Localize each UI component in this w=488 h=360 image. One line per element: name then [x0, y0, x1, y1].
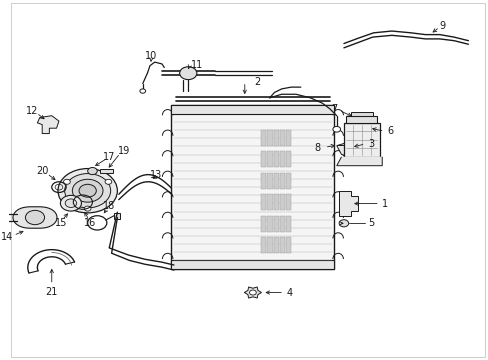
Polygon shape [336, 157, 382, 166]
Bar [267, 216, 272, 232]
Bar [171, 260, 334, 269]
Bar [261, 194, 266, 210]
Circle shape [65, 199, 77, 207]
Bar [273, 194, 278, 210]
Text: 6: 6 [386, 126, 392, 136]
Text: 13: 13 [149, 170, 162, 180]
Circle shape [79, 184, 96, 197]
Bar [273, 216, 278, 232]
Bar [279, 173, 285, 189]
Text: 1: 1 [382, 199, 387, 208]
Circle shape [179, 67, 197, 80]
Bar [279, 194, 285, 210]
Text: 10: 10 [145, 51, 157, 61]
Polygon shape [37, 116, 59, 134]
Bar [273, 130, 278, 146]
Text: 19: 19 [117, 147, 129, 157]
Bar [285, 130, 291, 146]
Polygon shape [244, 287, 261, 298]
Bar [171, 105, 334, 269]
Text: 8: 8 [314, 143, 320, 153]
Circle shape [25, 210, 44, 225]
Bar [343, 123, 379, 157]
Circle shape [63, 179, 70, 184]
Text: 21: 21 [45, 287, 58, 297]
Text: 15: 15 [55, 218, 67, 228]
Polygon shape [339, 191, 358, 216]
Bar [267, 130, 272, 146]
Bar [267, 173, 272, 189]
Bar [261, 216, 266, 232]
Circle shape [64, 174, 110, 208]
Text: 20: 20 [36, 166, 48, 176]
Text: 16: 16 [84, 218, 96, 228]
Bar [267, 237, 272, 253]
Bar [273, 152, 278, 167]
Bar [279, 130, 285, 146]
Text: 17: 17 [103, 152, 115, 162]
Bar [285, 152, 291, 167]
Text: 4: 4 [286, 288, 292, 297]
Text: 11: 11 [190, 60, 203, 70]
Circle shape [58, 168, 117, 213]
Text: 9: 9 [439, 21, 445, 31]
Text: 12: 12 [26, 107, 39, 116]
Bar [100, 168, 113, 173]
Bar [279, 237, 285, 253]
Circle shape [72, 179, 103, 202]
Circle shape [339, 220, 348, 227]
Bar [285, 216, 291, 232]
Text: 2: 2 [254, 77, 260, 87]
Bar [267, 152, 272, 167]
Text: 3: 3 [367, 139, 373, 149]
Bar [273, 237, 278, 253]
Circle shape [84, 206, 91, 211]
Bar [350, 112, 372, 116]
Bar [285, 173, 291, 189]
Bar [171, 105, 334, 114]
Circle shape [60, 195, 81, 211]
Text: 7: 7 [330, 104, 337, 114]
Polygon shape [13, 207, 57, 228]
Text: 14: 14 [1, 232, 13, 242]
Bar [261, 152, 266, 167]
Text: 18: 18 [103, 201, 115, 211]
Bar [261, 130, 266, 146]
Bar [114, 213, 120, 219]
Circle shape [332, 126, 340, 132]
Polygon shape [336, 142, 358, 156]
Circle shape [87, 167, 97, 175]
Bar [279, 152, 285, 167]
Circle shape [249, 290, 256, 295]
Bar [346, 116, 377, 123]
Bar [285, 194, 291, 210]
Bar [261, 173, 266, 189]
Text: 5: 5 [367, 218, 373, 228]
Circle shape [140, 89, 145, 93]
Bar [273, 173, 278, 189]
Bar [279, 216, 285, 232]
Circle shape [105, 179, 112, 184]
Bar [285, 237, 291, 253]
Bar [267, 194, 272, 210]
Bar [261, 237, 266, 253]
